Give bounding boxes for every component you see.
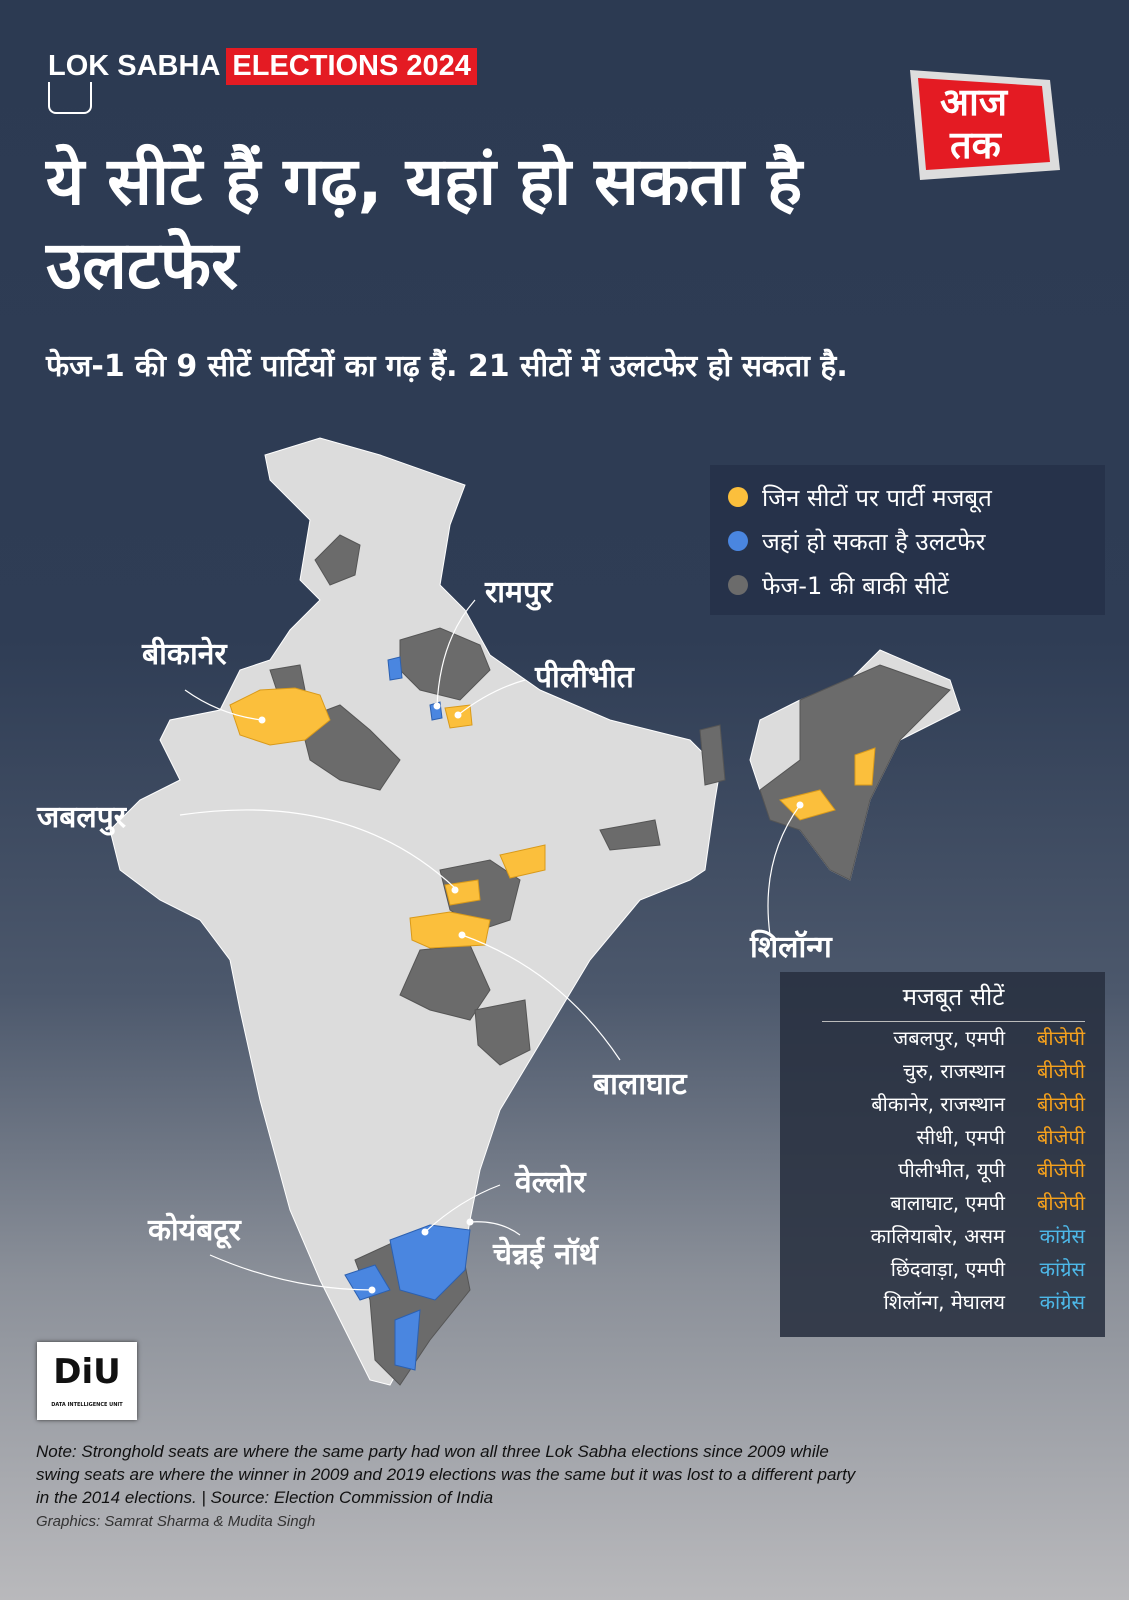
- leader-line: [436, 599, 476, 707]
- diu-logo: DiU DATA INTELLIGENCE UNIT: [37, 1342, 137, 1420]
- leader-line: [767, 804, 801, 936]
- page-subtitle: फेज-1 की 9 सीटें पार्टियों का गढ़ हैं. 2…: [46, 349, 848, 384]
- table-row: छिंदवाड़ा, एमपी कांग्रेस: [800, 1253, 1085, 1286]
- map-legend: जिन सीटों पर पार्टी मजबूत जहां हो सकता ह…: [710, 465, 1105, 615]
- other-seat-region: [474, 999, 531, 1066]
- seat-dot: [796, 801, 804, 809]
- stronghold-sidhi: [499, 844, 546, 879]
- legend-label: फेज-1 की बाकी सीटें: [762, 571, 949, 600]
- footnote: Note: Stronghold seats are where the sam…: [36, 1442, 856, 1507]
- stronghold-bikaner: [229, 687, 331, 746]
- legend-label: जिन सीटों पर पार्टी मजबूत: [762, 483, 992, 512]
- seat-name: पीलीभीत, यूपी: [898, 1158, 1005, 1182]
- diu-logo-subtext: DATA INTELLIGENCE UNIT: [51, 1402, 123, 1408]
- stronghold-kaliabor: [854, 747, 876, 786]
- stronghold-shillong: [779, 789, 836, 821]
- aajtak-logo: आज तक: [910, 70, 1060, 180]
- label-coimbatore: कोयंबटूर: [148, 1213, 241, 1248]
- seat-name: कालियाबोर, असम: [870, 1224, 1005, 1248]
- party-name: बीजेपी: [1037, 1191, 1085, 1215]
- leader-line: [461, 934, 621, 1061]
- election-brand: LOK SABHA ELECTIONS 2024: [48, 48, 477, 85]
- legend-label: जहां हो सकता है उलटफेर: [762, 527, 986, 556]
- other-seat-region: [699, 724, 726, 786]
- party-name: बीजेपी: [1037, 1059, 1085, 1083]
- party-name: बीजेपी: [1037, 1092, 1085, 1116]
- party-name: कांग्रेस: [1039, 1290, 1085, 1314]
- leader-line: [424, 1184, 501, 1233]
- table-row: चुरु, राजस्थान बीजेपी: [800, 1055, 1085, 1088]
- label-jabalpur: जबलपुर: [37, 800, 127, 835]
- seat-dot: [454, 711, 462, 719]
- brand-part2: ELECTIONS 2024: [226, 48, 477, 85]
- svg-text:आज: आज: [940, 80, 1009, 124]
- seat-name: छिंदवाड़ा, एमपी: [890, 1257, 1005, 1281]
- seat-name: सीधी, एमपी: [916, 1125, 1005, 1149]
- label-pilibhit: पीलीभीत: [535, 660, 634, 695]
- other-seat-region: [599, 819, 661, 851]
- leader-line: [179, 809, 456, 889]
- table-row: बीकानेर, राजस्थान बीजेपी: [800, 1088, 1085, 1121]
- table-row: सीधी, एमपी बीजेपी: [800, 1121, 1085, 1154]
- table-title: मजबूत सीटें: [822, 980, 1085, 1022]
- seat-name: चुरु, राजस्थान: [902, 1059, 1005, 1083]
- other-seat-region: [299, 704, 401, 791]
- brand-part1: LOK SABHA: [48, 50, 221, 82]
- label-shillong: शिलॉन्ग: [750, 930, 832, 965]
- blue-dot-icon: [728, 531, 748, 551]
- other-seat-region: [399, 627, 491, 701]
- seat-dot: [421, 1228, 429, 1236]
- seat-dot: [466, 1218, 474, 1226]
- seat-dot: [368, 1286, 376, 1294]
- leader-line: [469, 1221, 521, 1236]
- gray-dot-icon: [728, 575, 748, 595]
- legend-item-stronghold: जिन सीटों पर पार्टी मजबूत: [728, 475, 1105, 519]
- table-row: कालियाबोर, असम कांग्रेस: [800, 1220, 1085, 1253]
- leader-line: [457, 679, 526, 716]
- svg-text:तक: तक: [949, 123, 1003, 167]
- legend-item-swing: जहां हो सकता है उलटफेर: [728, 519, 1105, 563]
- seat-name: जबलपुर, एमपी: [893, 1026, 1005, 1050]
- table-row: जबलपुर, एमपी बीजेपी: [800, 1022, 1085, 1055]
- page-title: ये सीटें हैं गढ़, यहां हो सकता है उलटफेर: [46, 143, 803, 304]
- diu-logo-text: DiU: [53, 1352, 121, 1392]
- seat-name: शिलॉन्ग, मेघालय: [883, 1290, 1005, 1314]
- seat-name: बीकानेर, राजस्थान: [871, 1092, 1005, 1116]
- label-vellore: वेल्लोर: [515, 1165, 586, 1200]
- seat-dot: [258, 716, 266, 724]
- swing-seat-region: [394, 1309, 421, 1371]
- legend-item-other: फेज-1 की बाकी सीटें: [728, 563, 1105, 607]
- party-name: बीजेपी: [1037, 1158, 1085, 1182]
- yellow-dot-icon: [728, 487, 748, 507]
- seat-name: बालाघाट, एमपी: [890, 1191, 1005, 1215]
- swing-seat-region: [344, 1264, 391, 1301]
- table-row: बालाघाट, एमपी बीजेपी: [800, 1187, 1085, 1220]
- stronghold-chhindwara-balaghat: [409, 911, 491, 949]
- label-bikaner: बीकानेर: [142, 637, 227, 672]
- india-mainland: [109, 437, 721, 1386]
- party-name: बीजेपी: [1037, 1125, 1085, 1149]
- seat-dot: [451, 886, 459, 894]
- table-row: पीलीभीत, यूपी बीजेपी: [800, 1154, 1085, 1187]
- table-row: शिलॉन्ग, मेघालय कांग्रेस: [800, 1286, 1085, 1319]
- seat-dot: [458, 931, 466, 939]
- leader-line: [209, 1254, 373, 1291]
- label-balaghat: बालाघाट: [593, 1067, 687, 1102]
- stronghold-seats-table: मजबूत सीटें जबलपुर, एमपी बीजेपी चुरु, राजस…: [780, 972, 1105, 1337]
- swing-seat-region: [389, 1224, 471, 1301]
- leader-line: [184, 689, 263, 721]
- party-name: कांग्रेस: [1039, 1224, 1085, 1248]
- label-chennai-north: चेन्नई नॉर्थ: [493, 1237, 598, 1272]
- swing-seat-region: [387, 656, 403, 681]
- party-name: बीजेपी: [1037, 1026, 1085, 1050]
- other-seat-region: [314, 534, 361, 586]
- seat-dot: [433, 702, 441, 710]
- graphics-credit: Graphics: Samrat Sharma & Mudita Singh: [36, 1513, 316, 1530]
- voting-finger-icon: [48, 82, 92, 114]
- party-name: कांग्रेस: [1039, 1257, 1085, 1281]
- label-rampur: रामपुर: [485, 575, 553, 610]
